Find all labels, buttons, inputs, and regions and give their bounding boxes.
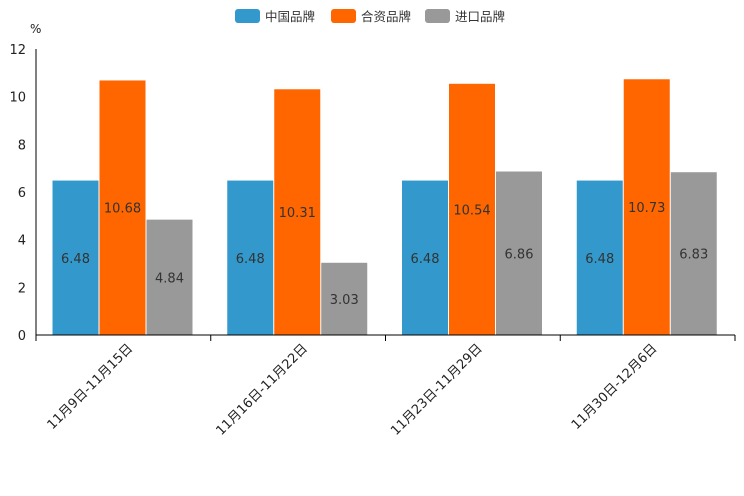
bar-value-label: 6.86 <box>505 247 534 262</box>
bar-series-1 <box>227 180 274 335</box>
y-tick-label: 2 <box>18 281 26 296</box>
legend-swatch-3 <box>425 9 450 23</box>
legend: 中国品牌 合资品牌 进口品牌 <box>235 9 505 24</box>
bar-series-1 <box>576 180 623 335</box>
legend-swatch-2 <box>331 9 356 23</box>
bar-series-3 <box>321 262 368 335</box>
y-tick-label: 6 <box>18 186 26 201</box>
legend-label-1: 中国品牌 <box>265 9 315 24</box>
bar-value-label: 6.48 <box>236 252 265 267</box>
bar-series-2 <box>449 83 495 336</box>
bar-value-label: 10.31 <box>279 206 316 221</box>
bars: 6.48 6.48 6.48 6.48 10.68 10.31 10.54 10.73 4.84… <box>52 79 717 336</box>
bar-value-label: 10.54 <box>453 203 490 218</box>
bar-series-3 <box>496 171 542 335</box>
y-tick-label: 12 <box>9 43 26 58</box>
bar-series-2 <box>99 80 146 336</box>
legend-label-2: 合资品牌 <box>361 9 411 24</box>
bar-value-label: 4.84 <box>155 271 184 286</box>
x-category-label: 11月23日-11月29日 <box>388 341 485 438</box>
y-tick-label: 10 <box>9 91 26 106</box>
bar-series-1 <box>52 180 99 335</box>
y-tick-label: 4 <box>18 234 26 249</box>
y-tick-label: 0 <box>18 329 26 344</box>
bar-value-label: 10.68 <box>104 202 141 217</box>
legend-label-3: 进口品牌 <box>455 9 505 24</box>
bar-value-label: 6.48 <box>411 252 440 267</box>
bar-series-3 <box>670 172 717 335</box>
bar-value-label: 3.03 <box>330 293 359 308</box>
bar-series-3 <box>146 219 193 335</box>
bar-value-label: 6.83 <box>679 248 708 263</box>
x-category-label: 11月16日-11月22日 <box>213 341 310 438</box>
x-category-label: 11月9日-11月15日 <box>45 341 137 433</box>
bar-series-2 <box>274 89 321 335</box>
y-tick-label: 8 <box>18 138 26 153</box>
bar-value-label: 10.73 <box>628 201 665 216</box>
bar-value-label: 6.48 <box>61 252 90 267</box>
y-axis-unit-label: % <box>30 22 41 36</box>
x-axis: 11月9日-11月15日 11月16日-11月22日 11月23日-11月29日 11… <box>35 334 736 439</box>
bar-series-2 <box>623 79 670 335</box>
bar-value-label: 6.48 <box>585 252 614 267</box>
y-axis: 0 2 4 6 8 10 12 <box>9 43 37 344</box>
bar-series-1 <box>402 180 448 335</box>
x-category-label: 11月30日-12月6日 <box>569 341 661 433</box>
legend-swatch-1 <box>235 9 260 23</box>
